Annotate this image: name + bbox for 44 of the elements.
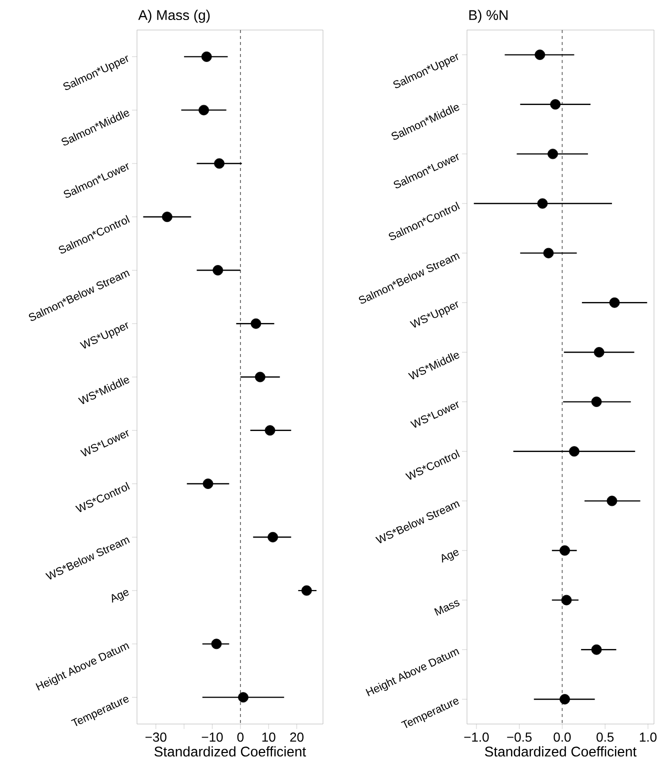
- point: [211, 638, 222, 650]
- point: [301, 585, 312, 596]
- point: [591, 396, 602, 407]
- x-tick-label: −0.5: [507, 732, 532, 742]
- point: [201, 52, 212, 62]
- chart-title: A) Mass (g): [138, 10, 210, 23]
- x-axis-title: Standardized Coefficient: [484, 746, 637, 757]
- point: [606, 496, 618, 506]
- point: [537, 198, 548, 209]
- point: [609, 297, 620, 308]
- point: [202, 478, 214, 489]
- point: [543, 248, 554, 258]
- x-axis-title: Standardized Coefficient: [154, 746, 306, 757]
- point: [254, 372, 266, 382]
- point: [198, 104, 209, 116]
- point: [594, 347, 604, 358]
- point: [548, 148, 558, 160]
- x-tick-label: 0.0: [554, 732, 571, 742]
- x-tick-label: 20: [290, 732, 304, 742]
- x-tick-label: −1.0: [464, 732, 489, 742]
- x-tick-label: 0.5: [596, 732, 614, 742]
- point: [214, 158, 224, 169]
- point: [162, 212, 172, 222]
- point: [591, 644, 602, 655]
- x-tick-label: −10: [202, 732, 223, 742]
- point: [264, 425, 276, 436]
- x-tick-label: 1.0: [640, 732, 657, 742]
- point: [238, 692, 248, 703]
- chart-title: B) %N: [469, 10, 508, 23]
- point: [561, 594, 572, 606]
- point: [569, 446, 580, 457]
- point: [268, 532, 278, 542]
- x-tick-label: 10: [262, 732, 276, 742]
- y-tick-label: Age: [442, 550, 459, 563]
- point: [534, 50, 546, 60]
- x-tick-label: 0: [237, 732, 244, 742]
- x-tick-label: −30: [145, 732, 166, 742]
- y-tick-label: Age: [112, 590, 129, 603]
- point: [560, 545, 570, 556]
- point: [550, 99, 561, 110]
- y-tick-label: Mass: [434, 600, 460, 616]
- point: [250, 318, 262, 329]
- point: [560, 694, 570, 704]
- point: [212, 265, 224, 276]
